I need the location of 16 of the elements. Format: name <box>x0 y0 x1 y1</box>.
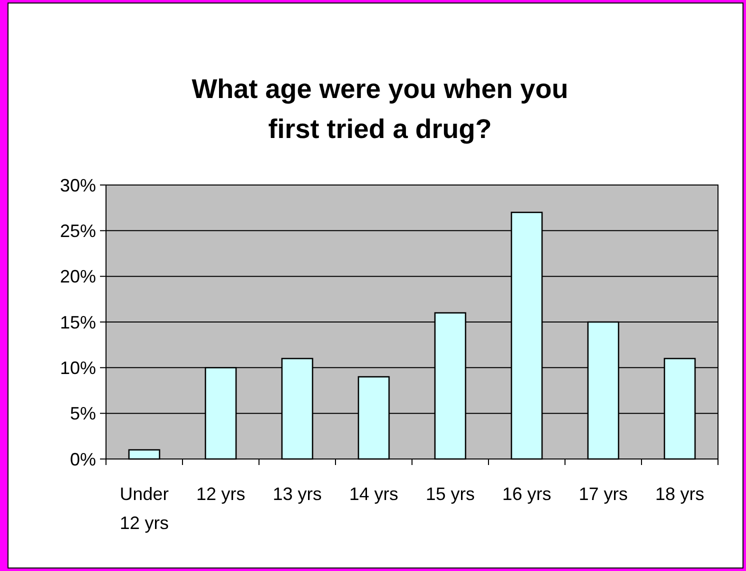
y-tick-label: 20% <box>60 266 96 287</box>
x-tick-label: 17 yrs <box>578 484 628 504</box>
x-tick-label: 16 yrs <box>502 484 552 504</box>
x-tick-label: 12 yrs <box>196 484 246 504</box>
y-tick-label: 25% <box>60 220 96 241</box>
x-tick-label: 13 yrs <box>272 484 322 504</box>
x-tick-label: 15 yrs <box>426 484 475 504</box>
x-tick-label: 14 yrs <box>349 484 398 504</box>
x-tick-label: Under 12 yrs <box>120 484 169 533</box>
y-tick-label: 0% <box>70 449 96 470</box>
chart-title: What age were you when you first tried a drug? <box>192 74 568 144</box>
y-tick-label: 15% <box>60 312 96 332</box>
y-tick-label: 30% <box>60 175 96 196</box>
y-tick-label: 10% <box>60 358 96 378</box>
x-tick-label: 18 yrs <box>655 484 704 504</box>
y-tick-label: 5% <box>70 404 96 424</box>
